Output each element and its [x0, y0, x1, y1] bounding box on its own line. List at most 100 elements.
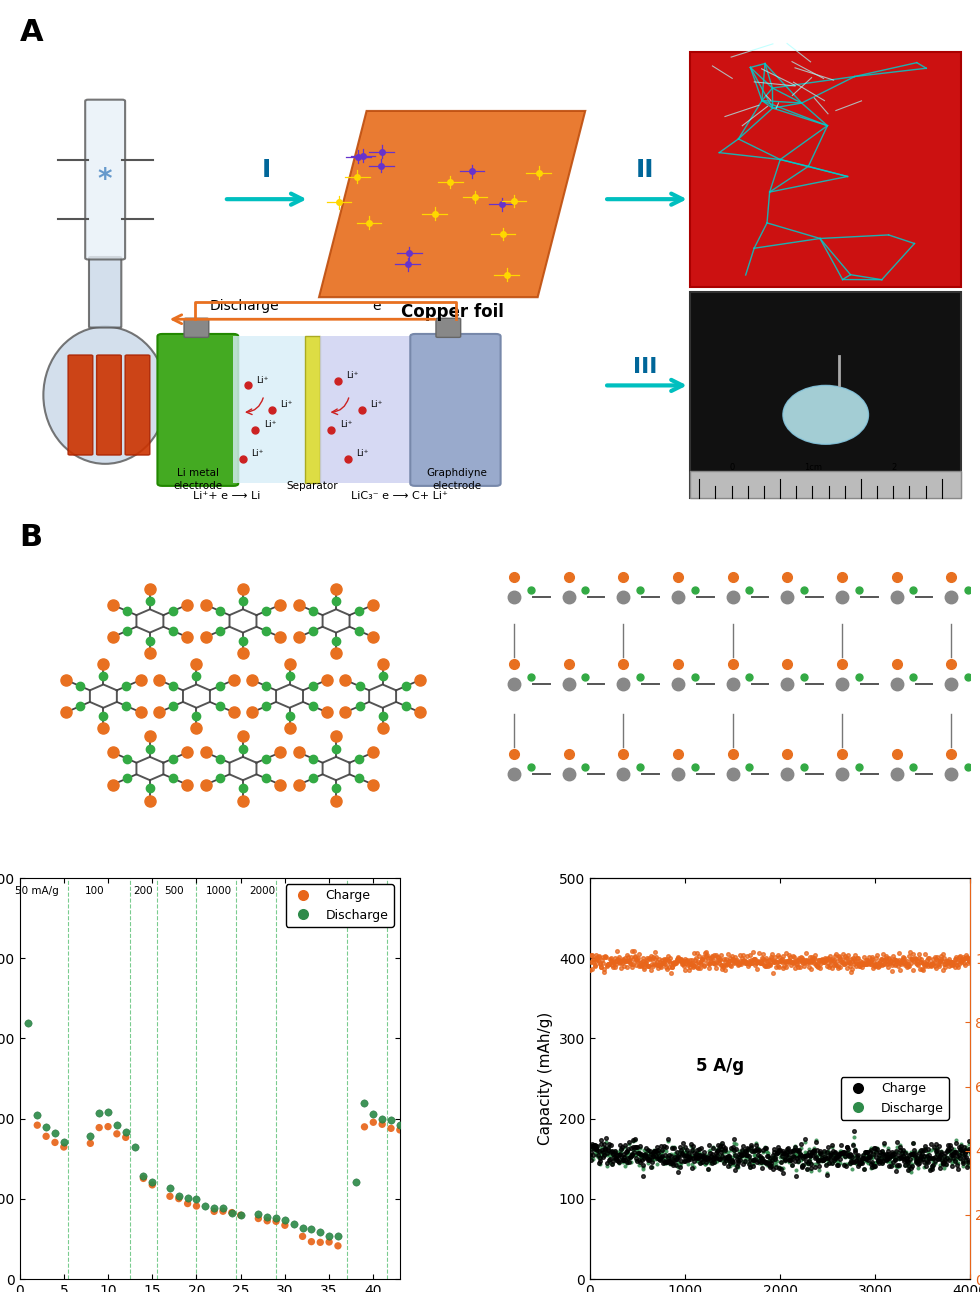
Charge	[948, 1142, 963, 1163]
Discharge	[903, 1162, 918, 1182]
Point	[224, 1203, 240, 1224]
Charge	[755, 1150, 770, 1171]
Point	[599, 955, 614, 975]
Discharge	[734, 1141, 750, 1162]
Charge	[927, 1151, 943, 1172]
Point	[722, 948, 738, 969]
Point	[610, 950, 625, 970]
Charge	[612, 1145, 628, 1165]
Point	[29, 1105, 45, 1125]
Point	[704, 946, 719, 966]
Charge	[605, 1143, 620, 1164]
Point	[832, 948, 848, 969]
Discharge	[946, 1140, 961, 1160]
Discharge	[790, 1152, 806, 1173]
Discharge	[888, 1155, 904, 1176]
Discharge	[856, 1159, 871, 1180]
Point	[746, 948, 761, 969]
Charge	[596, 1134, 612, 1155]
Discharge	[938, 1155, 954, 1176]
Discharge	[796, 1146, 811, 1167]
Charge	[795, 1155, 810, 1176]
Charge	[824, 1152, 840, 1173]
Charge	[694, 1152, 710, 1173]
Charge	[873, 1152, 889, 1173]
Discharge	[855, 1147, 870, 1168]
Point	[941, 948, 956, 969]
Discharge	[663, 1152, 679, 1173]
Discharge	[936, 1158, 952, 1178]
Point	[906, 948, 922, 969]
Discharge	[599, 1155, 614, 1176]
Charge	[804, 1158, 819, 1178]
Charge	[852, 1152, 867, 1173]
Discharge	[603, 1141, 618, 1162]
Discharge	[917, 1146, 933, 1167]
Point	[900, 957, 915, 978]
Discharge	[725, 1154, 741, 1174]
Point	[682, 956, 698, 977]
Charge	[916, 1146, 932, 1167]
Discharge	[878, 1145, 894, 1165]
Point	[392, 1120, 408, 1141]
Discharge	[879, 1151, 895, 1172]
Discharge	[612, 1142, 628, 1163]
Discharge	[810, 1150, 826, 1171]
Discharge	[626, 1137, 642, 1158]
Discharge	[680, 1145, 696, 1165]
Discharge	[860, 1152, 876, 1173]
Discharge	[712, 1137, 728, 1158]
Point	[591, 946, 607, 966]
Discharge	[962, 1143, 978, 1164]
Point	[938, 951, 954, 972]
Charge	[911, 1152, 927, 1173]
Charge	[659, 1151, 674, 1172]
Discharge	[931, 1145, 947, 1165]
Point	[770, 955, 786, 975]
Discharge	[837, 1146, 853, 1167]
Charge	[715, 1136, 731, 1156]
Discharge	[660, 1130, 675, 1151]
Point	[734, 947, 750, 968]
Point	[806, 952, 821, 973]
Discharge	[666, 1136, 682, 1156]
Charge	[760, 1152, 776, 1173]
Point	[590, 947, 606, 968]
Charge	[941, 1140, 956, 1160]
Text: LiC₃⁻ e ⟶ C+ Li⁺: LiC₃⁻ e ⟶ C+ Li⁺	[352, 491, 448, 500]
Discharge	[633, 1146, 649, 1167]
Charge	[679, 1140, 695, 1160]
Point	[606, 957, 621, 978]
Charge	[864, 1151, 880, 1172]
Point	[676, 951, 692, 972]
Charge	[800, 1145, 815, 1165]
Discharge	[891, 1155, 907, 1176]
Discharge	[912, 1150, 928, 1171]
Point	[860, 953, 876, 974]
Charge	[686, 1143, 702, 1164]
Point	[750, 951, 765, 972]
Point	[662, 947, 678, 968]
Charge	[651, 1142, 666, 1163]
Discharge	[691, 1142, 707, 1163]
Point	[712, 950, 728, 970]
Point	[595, 952, 611, 973]
Charge	[815, 1150, 831, 1171]
Discharge	[715, 1149, 731, 1169]
Point	[730, 955, 746, 975]
Point	[844, 959, 859, 979]
Discharge	[793, 1150, 808, 1171]
Discharge	[921, 1146, 937, 1167]
Discharge	[706, 1152, 721, 1173]
Discharge	[728, 1146, 744, 1167]
Point	[277, 1214, 293, 1235]
Discharge	[872, 1149, 888, 1169]
Point	[678, 951, 694, 972]
Point	[822, 946, 838, 966]
Discharge	[629, 1143, 645, 1164]
Point	[29, 1115, 45, 1136]
Charge	[643, 1143, 659, 1164]
Charge	[760, 1152, 775, 1173]
Point	[651, 955, 666, 975]
Charge	[681, 1142, 697, 1163]
